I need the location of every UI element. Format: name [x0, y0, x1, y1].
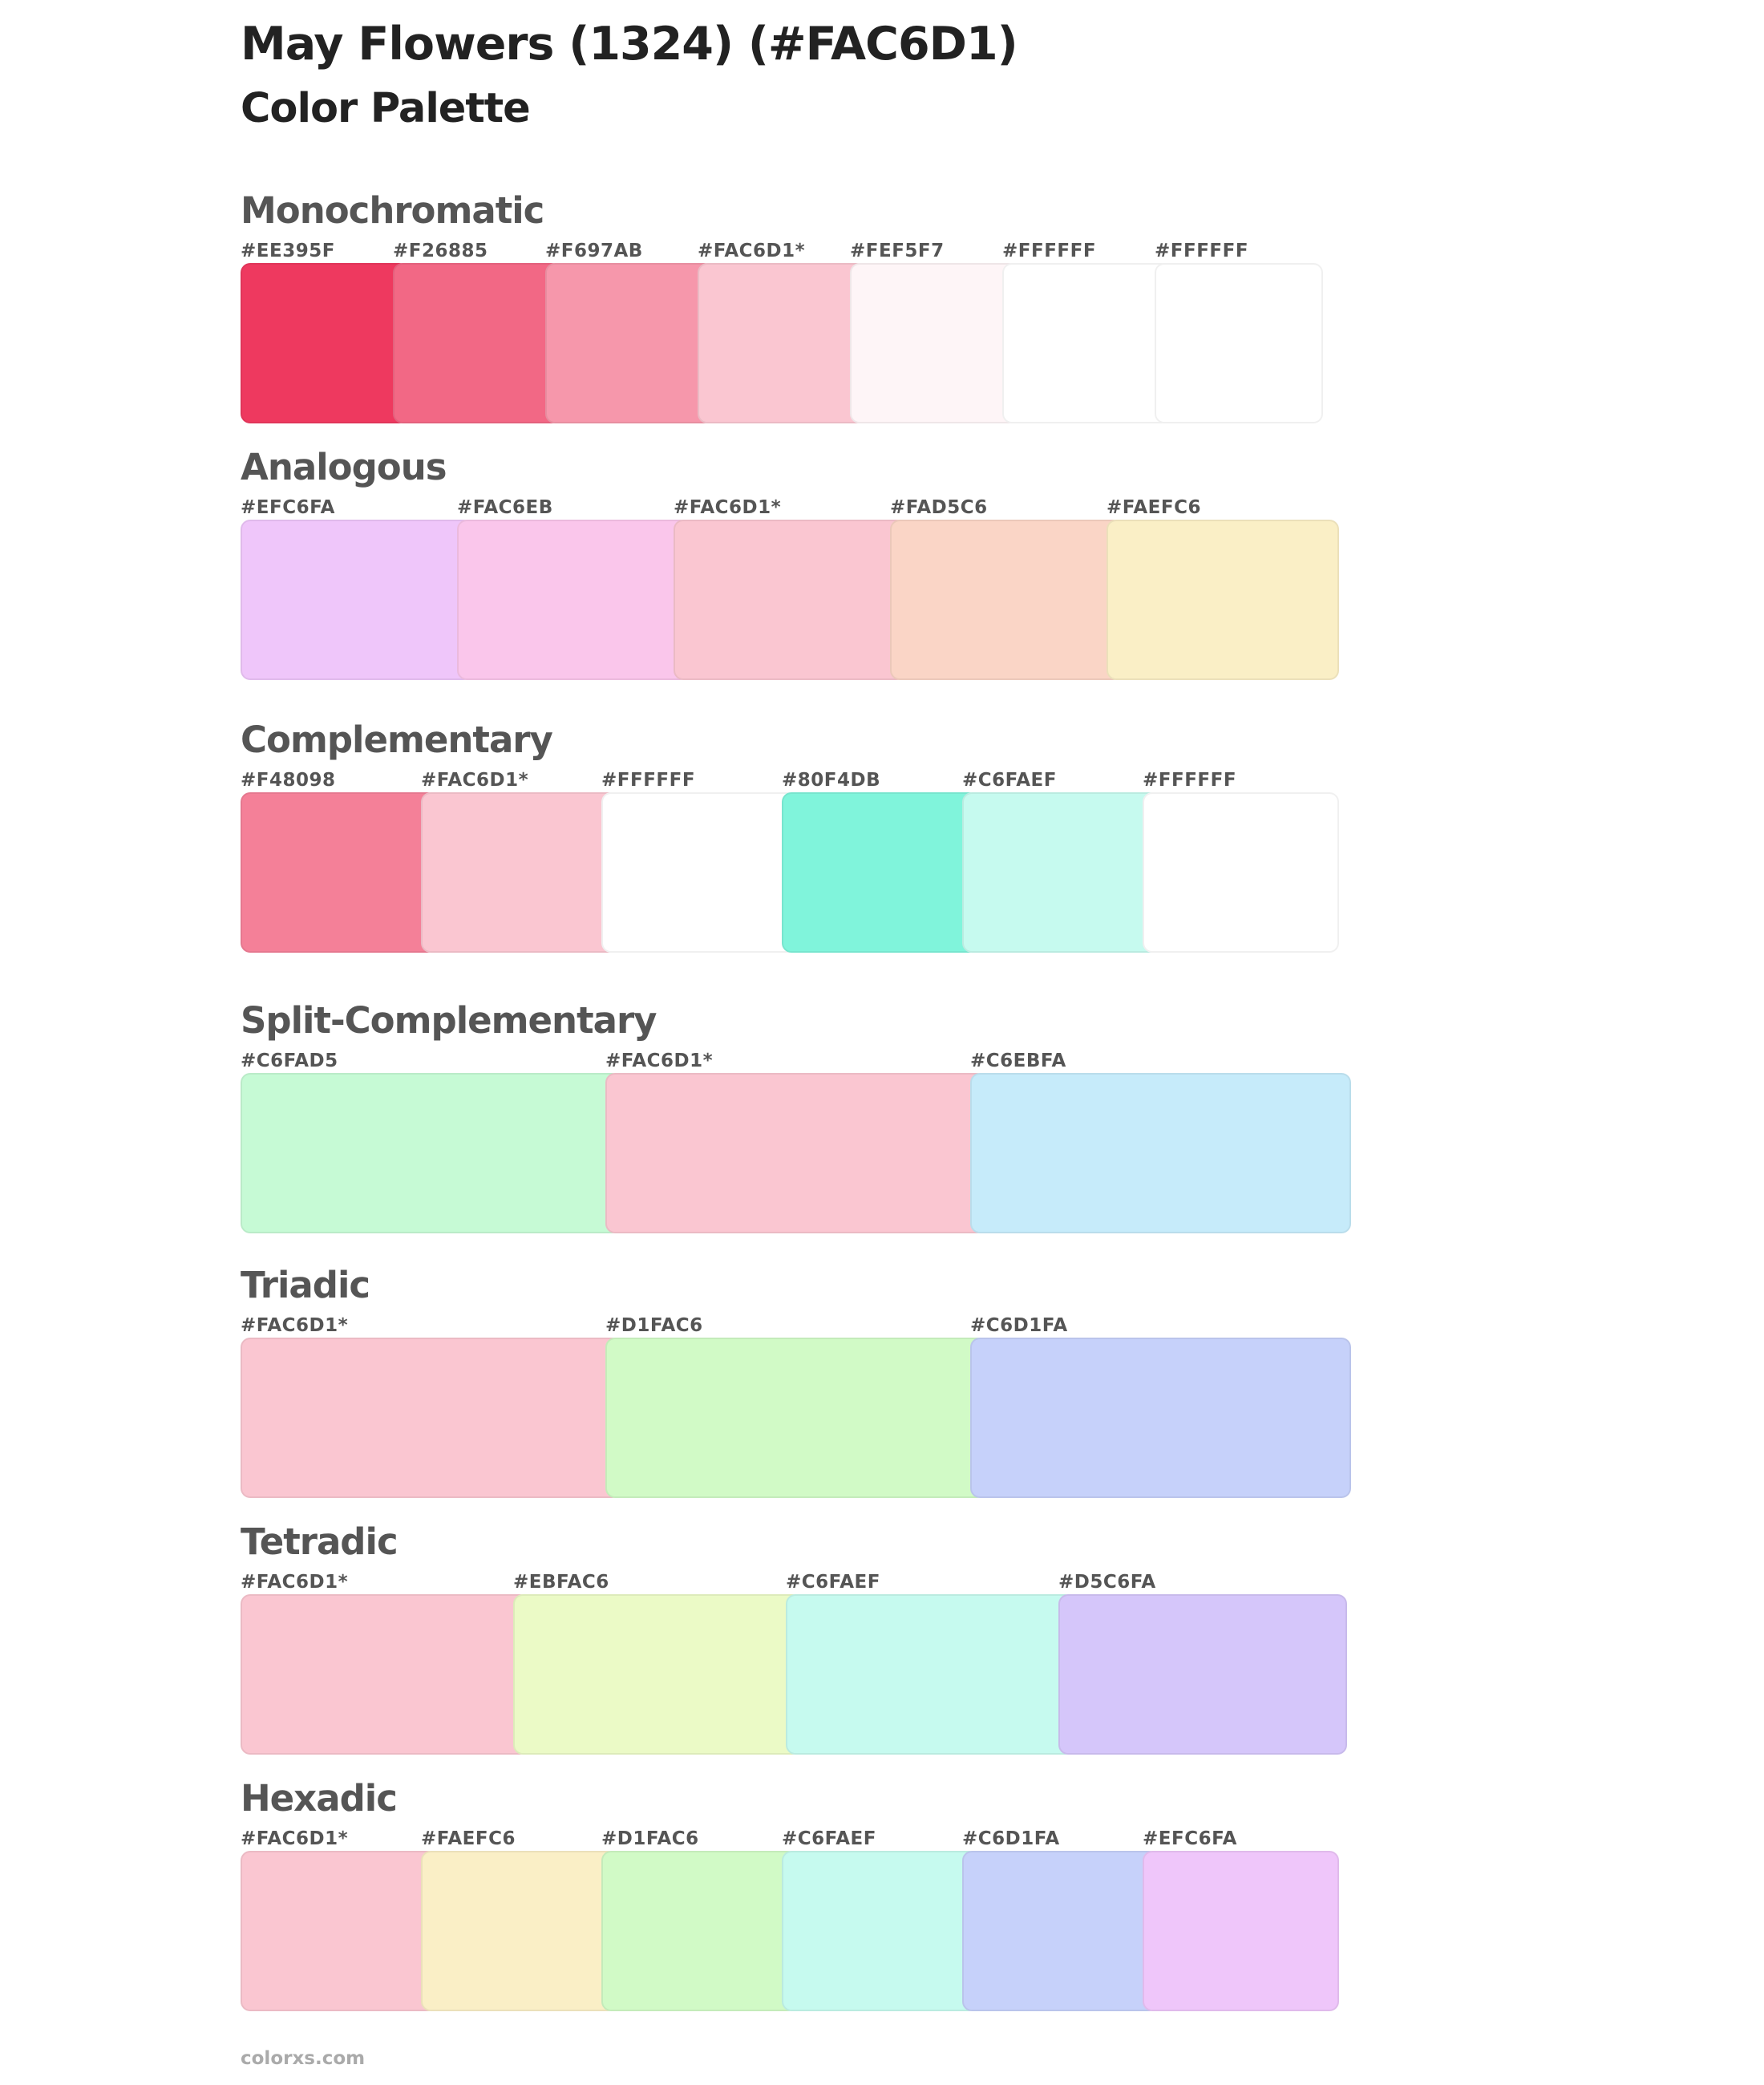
color-swatch[interactable]: [457, 520, 690, 680]
section-title-tetradic: Tetradic: [241, 1520, 399, 1563]
color-swatch[interactable]: [241, 792, 437, 953]
hex-label[interactable]: #FAEFC6: [421, 1828, 516, 1849]
hex-label[interactable]: #FFFFFF: [1143, 770, 1237, 791]
color-swatch[interactable]: [1143, 1851, 1339, 2011]
hex-label[interactable]: #EFC6FA: [241, 497, 335, 518]
color-swatch[interactable]: [241, 1851, 437, 2011]
hex-label[interactable]: #FAC6EB: [457, 497, 553, 518]
site-footer-link[interactable]: colorxs.com: [241, 2048, 366, 2069]
hex-label[interactable]: #F48098: [241, 770, 336, 791]
color-swatch[interactable]: [241, 1073, 621, 1233]
hex-label[interactable]: #D1FAC6: [605, 1315, 703, 1336]
section-title-complementary: Complementary: [241, 719, 553, 761]
section-title-analogous: Analogous: [241, 446, 447, 488]
hex-label[interactable]: #C6FAEF: [962, 770, 1057, 791]
color-swatch[interactable]: [601, 792, 798, 953]
color-swatch[interactable]: [241, 1338, 621, 1498]
color-swatch[interactable]: [782, 792, 978, 953]
hex-label[interactable]: #FAEFC6: [1107, 497, 1201, 518]
hex-label[interactable]: #EE395F: [241, 241, 335, 261]
color-swatch[interactable]: [241, 263, 409, 423]
hex-label[interactable]: #FAC6D1*: [674, 497, 782, 518]
color-swatch[interactable]: [605, 1073, 986, 1233]
hex-label[interactable]: #FEF5F7: [850, 241, 945, 261]
hex-label[interactable]: #80F4DB: [782, 770, 881, 791]
color-swatch[interactable]: [393, 263, 561, 423]
color-swatch[interactable]: [1058, 1594, 1347, 1755]
hex-label[interactable]: #C6FAEF: [786, 1572, 880, 1593]
color-swatch[interactable]: [962, 792, 1159, 953]
hex-label[interactable]: #FFFFFF: [1155, 241, 1249, 261]
section-title-monochromatic: Monochromatic: [241, 189, 544, 232]
color-swatch[interactable]: [1107, 520, 1339, 680]
hex-label[interactable]: #FAC6D1*: [241, 1315, 349, 1336]
color-swatch[interactable]: [786, 1594, 1074, 1755]
hex-label[interactable]: #C6D1FA: [970, 1315, 1068, 1336]
hex-label[interactable]: #C6EBFA: [970, 1051, 1066, 1071]
color-swatch[interactable]: [421, 1851, 617, 2011]
hex-label[interactable]: #FAC6D1*: [241, 1572, 349, 1593]
color-swatch[interactable]: [1002, 263, 1171, 423]
page-title: May Flowers (1324) (#FAC6D1): [241, 18, 1018, 71]
color-swatch[interactable]: [241, 1594, 529, 1755]
color-swatch[interactable]: [970, 1338, 1351, 1498]
color-swatch[interactable]: [1143, 792, 1339, 953]
hex-label[interactable]: #FAC6D1*: [421, 770, 529, 791]
hex-label[interactable]: #C6D1FA: [962, 1828, 1060, 1849]
color-swatch[interactable]: [962, 1851, 1159, 2011]
hex-label[interactable]: #F697AB: [545, 241, 643, 261]
hex-label[interactable]: #FAC6D1*: [241, 1828, 349, 1849]
color-swatch[interactable]: [421, 792, 617, 953]
section-title-split-complementary: Split-Complementary: [241, 999, 657, 1042]
color-swatch[interactable]: [545, 263, 714, 423]
hex-label[interactable]: #EFC6FA: [1143, 1828, 1237, 1849]
hex-label[interactable]: #FFFFFF: [1002, 241, 1097, 261]
page-subtitle: Color Palette: [241, 85, 531, 132]
hex-label[interactable]: #C6FAD5: [241, 1051, 338, 1071]
section-title-hexadic: Hexadic: [241, 1777, 398, 1820]
color-swatch[interactable]: [698, 263, 866, 423]
color-swatch[interactable]: [970, 1073, 1351, 1233]
color-swatch[interactable]: [241, 520, 473, 680]
hex-label[interactable]: #FAC6D1*: [698, 241, 806, 261]
hex-label[interactable]: #EBFAC6: [513, 1572, 609, 1593]
hex-label[interactable]: #FFFFFF: [601, 770, 696, 791]
hex-label[interactable]: #D5C6FA: [1058, 1572, 1156, 1593]
hex-label[interactable]: #FAC6D1*: [605, 1051, 714, 1071]
color-swatch[interactable]: [850, 263, 1018, 423]
color-swatch[interactable]: [513, 1594, 802, 1755]
color-swatch[interactable]: [890, 520, 1123, 680]
hex-label[interactable]: #FAD5C6: [890, 497, 988, 518]
hex-label[interactable]: #D1FAC6: [601, 1828, 699, 1849]
hex-label[interactable]: #F26885: [393, 241, 488, 261]
color-swatch[interactable]: [674, 520, 906, 680]
color-swatch[interactable]: [1155, 263, 1323, 423]
section-title-triadic: Triadic: [241, 1264, 370, 1306]
hex-label[interactable]: #C6FAEF: [782, 1828, 876, 1849]
color-swatch[interactable]: [605, 1338, 986, 1498]
color-swatch[interactable]: [782, 1851, 978, 2011]
color-swatch[interactable]: [601, 1851, 798, 2011]
